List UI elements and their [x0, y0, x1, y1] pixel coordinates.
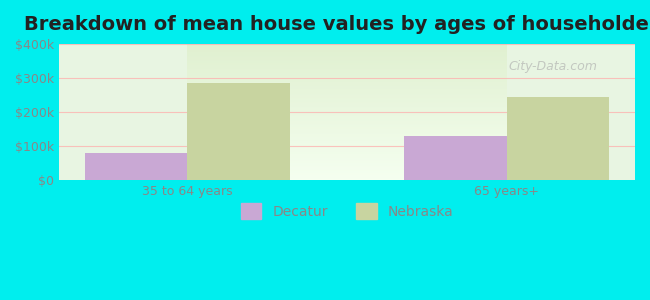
Bar — [506, 97, 609, 180]
Bar — [404, 136, 506, 180]
Title: Breakdown of mean house values by ages of householders: Breakdown of mean house values by ages o… — [24, 15, 650, 34]
Legend: Decatur, Nebraska: Decatur, Nebraska — [235, 197, 459, 225]
Bar — [85, 153, 187, 180]
Text: City-Data.com: City-Data.com — [508, 60, 597, 73]
Bar — [187, 83, 289, 180]
